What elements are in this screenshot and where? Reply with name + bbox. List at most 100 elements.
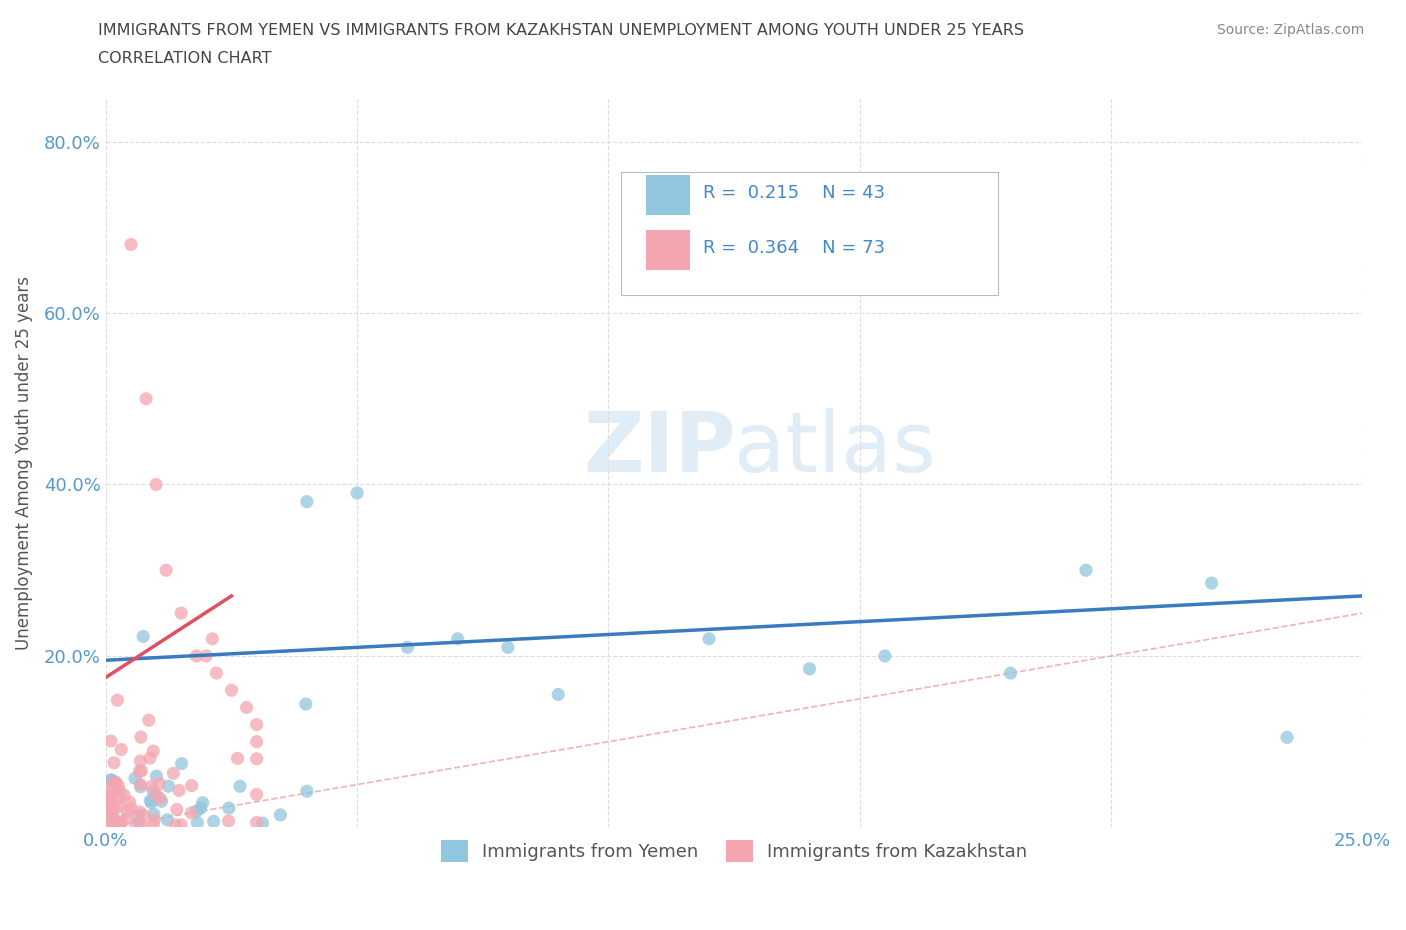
- Point: [100, 773, 122, 788]
- Point: [229, 778, 252, 793]
- Point: [145, 769, 167, 784]
- Point: [100, 808, 122, 823]
- Point: [246, 734, 269, 749]
- Point: [294, 697, 316, 711]
- Point: [132, 629, 155, 644]
- Legend: Immigrants from Yemen, Immigrants from Kazakhstan: Immigrants from Yemen, Immigrants from K…: [433, 833, 1035, 870]
- Point: [139, 751, 162, 765]
- Point: [101, 776, 124, 790]
- Point: [108, 816, 131, 830]
- Point: [135, 392, 157, 406]
- Point: [167, 783, 190, 798]
- Point: [131, 764, 153, 778]
- Point: [142, 784, 165, 799]
- Point: [142, 807, 165, 822]
- Point: [269, 807, 291, 822]
- Point: [190, 801, 212, 816]
- Point: [346, 485, 368, 500]
- Text: IMMIGRANTS FROM YEMEN VS IMMIGRANTS FROM KAZAKHSTAN UNEMPLOYMENT AMONG YOUTH UND: IMMIGRANTS FROM YEMEN VS IMMIGRANTS FROM…: [98, 23, 1025, 38]
- Point: [108, 784, 131, 799]
- Point: [195, 648, 218, 663]
- Point: [112, 788, 135, 803]
- Text: CORRELATION CHART: CORRELATION CHART: [98, 51, 271, 66]
- Point: [396, 640, 419, 655]
- Text: atlas: atlas: [734, 408, 936, 489]
- Point: [143, 812, 166, 827]
- Point: [110, 815, 132, 830]
- Point: [101, 785, 124, 800]
- Point: [124, 771, 146, 786]
- Point: [246, 717, 269, 732]
- Point: [110, 742, 132, 757]
- Point: [100, 814, 122, 829]
- Point: [547, 687, 569, 702]
- Text: ZIP: ZIP: [583, 408, 735, 489]
- Point: [155, 563, 177, 578]
- Point: [186, 804, 208, 818]
- Point: [148, 776, 170, 790]
- Point: [295, 494, 318, 509]
- Text: R =  0.364    N = 73: R = 0.364 N = 73: [703, 239, 884, 257]
- Point: [115, 811, 138, 826]
- Point: [100, 790, 122, 804]
- Point: [145, 787, 167, 802]
- Point: [246, 751, 269, 766]
- Point: [141, 795, 163, 810]
- Point: [180, 778, 202, 793]
- Point: [105, 693, 128, 708]
- Point: [226, 751, 249, 765]
- Point: [120, 801, 142, 816]
- Point: [131, 817, 153, 832]
- Point: [100, 772, 122, 787]
- Point: [100, 817, 122, 832]
- Point: [129, 730, 152, 745]
- Point: [186, 648, 208, 663]
- Point: [100, 784, 122, 799]
- Point: [205, 666, 228, 681]
- FancyBboxPatch shape: [647, 175, 690, 215]
- Point: [246, 815, 269, 830]
- Point: [1275, 730, 1298, 745]
- Point: [149, 791, 172, 806]
- Point: [697, 631, 720, 646]
- Point: [132, 808, 155, 823]
- Point: [107, 799, 129, 814]
- Point: [799, 661, 821, 676]
- Point: [1074, 563, 1097, 578]
- Point: [104, 775, 127, 790]
- Point: [128, 816, 150, 830]
- Point: [103, 755, 125, 770]
- Point: [100, 810, 122, 825]
- Point: [218, 801, 240, 816]
- Point: [221, 683, 243, 698]
- Point: [150, 794, 173, 809]
- Point: [170, 756, 193, 771]
- Point: [127, 808, 149, 823]
- Point: [138, 712, 160, 727]
- Point: [104, 801, 127, 816]
- Point: [163, 817, 186, 832]
- Point: [145, 477, 167, 492]
- Point: [139, 793, 162, 808]
- Point: [186, 816, 208, 830]
- Point: [105, 775, 128, 790]
- Point: [157, 778, 180, 793]
- Point: [129, 753, 152, 768]
- Point: [202, 814, 225, 829]
- Text: Source: ZipAtlas.com: Source: ZipAtlas.com: [1216, 23, 1364, 37]
- Point: [191, 795, 214, 810]
- Point: [166, 802, 188, 817]
- Point: [108, 817, 131, 832]
- Point: [129, 804, 152, 819]
- Point: [100, 796, 122, 811]
- Point: [129, 779, 152, 794]
- Point: [129, 777, 152, 791]
- Point: [100, 791, 122, 806]
- Point: [142, 817, 165, 832]
- Point: [252, 816, 274, 830]
- Point: [1000, 666, 1022, 681]
- FancyBboxPatch shape: [647, 230, 690, 270]
- Y-axis label: Unemployment Among Youth under 25 years: Unemployment Among Youth under 25 years: [15, 276, 32, 650]
- Point: [100, 801, 122, 816]
- Point: [873, 648, 896, 663]
